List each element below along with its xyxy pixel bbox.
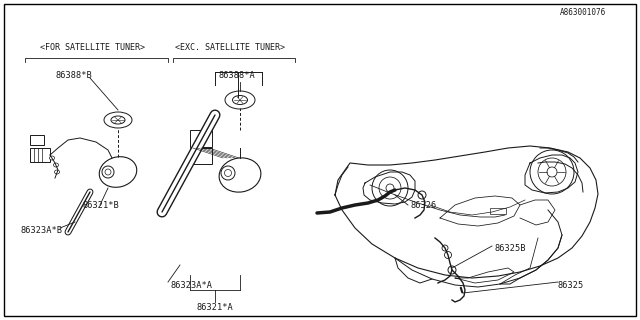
Bar xyxy=(190,148,212,164)
Ellipse shape xyxy=(232,95,248,105)
Text: <EXC. SATELLITE TUNER>: <EXC. SATELLITE TUNER> xyxy=(175,43,285,52)
FancyArrowPatch shape xyxy=(461,288,462,292)
Text: 86326: 86326 xyxy=(410,201,436,210)
Ellipse shape xyxy=(54,170,60,174)
Circle shape xyxy=(448,266,456,274)
Text: 86321*B: 86321*B xyxy=(82,201,119,210)
Text: A863001076: A863001076 xyxy=(560,7,606,17)
Circle shape xyxy=(105,169,111,175)
FancyBboxPatch shape xyxy=(30,148,50,162)
FancyBboxPatch shape xyxy=(30,135,44,145)
Text: 86323A*A: 86323A*A xyxy=(170,281,212,290)
Circle shape xyxy=(372,170,408,206)
Text: 86323A*B: 86323A*B xyxy=(20,226,62,235)
Circle shape xyxy=(379,177,401,199)
Ellipse shape xyxy=(219,158,261,192)
Circle shape xyxy=(530,150,574,194)
Text: 86321*A: 86321*A xyxy=(196,302,234,311)
Ellipse shape xyxy=(99,157,137,187)
Circle shape xyxy=(418,191,426,199)
Ellipse shape xyxy=(111,116,125,124)
Ellipse shape xyxy=(54,163,58,167)
Circle shape xyxy=(221,166,235,180)
Circle shape xyxy=(445,252,451,259)
Text: 86388*A: 86388*A xyxy=(218,70,255,79)
Circle shape xyxy=(386,184,394,192)
Circle shape xyxy=(538,158,566,186)
Ellipse shape xyxy=(49,156,54,160)
Circle shape xyxy=(547,167,557,177)
Text: <FOR SATELLITE TUNER>: <FOR SATELLITE TUNER> xyxy=(40,43,145,52)
Ellipse shape xyxy=(225,91,255,109)
Circle shape xyxy=(102,166,114,178)
Text: 86388*B: 86388*B xyxy=(55,70,92,79)
Text: 86325: 86325 xyxy=(558,281,584,290)
Circle shape xyxy=(442,245,448,251)
Text: 86325B: 86325B xyxy=(494,244,525,252)
Ellipse shape xyxy=(104,112,132,128)
Bar xyxy=(190,130,212,147)
Circle shape xyxy=(225,170,232,177)
Bar xyxy=(490,208,506,214)
